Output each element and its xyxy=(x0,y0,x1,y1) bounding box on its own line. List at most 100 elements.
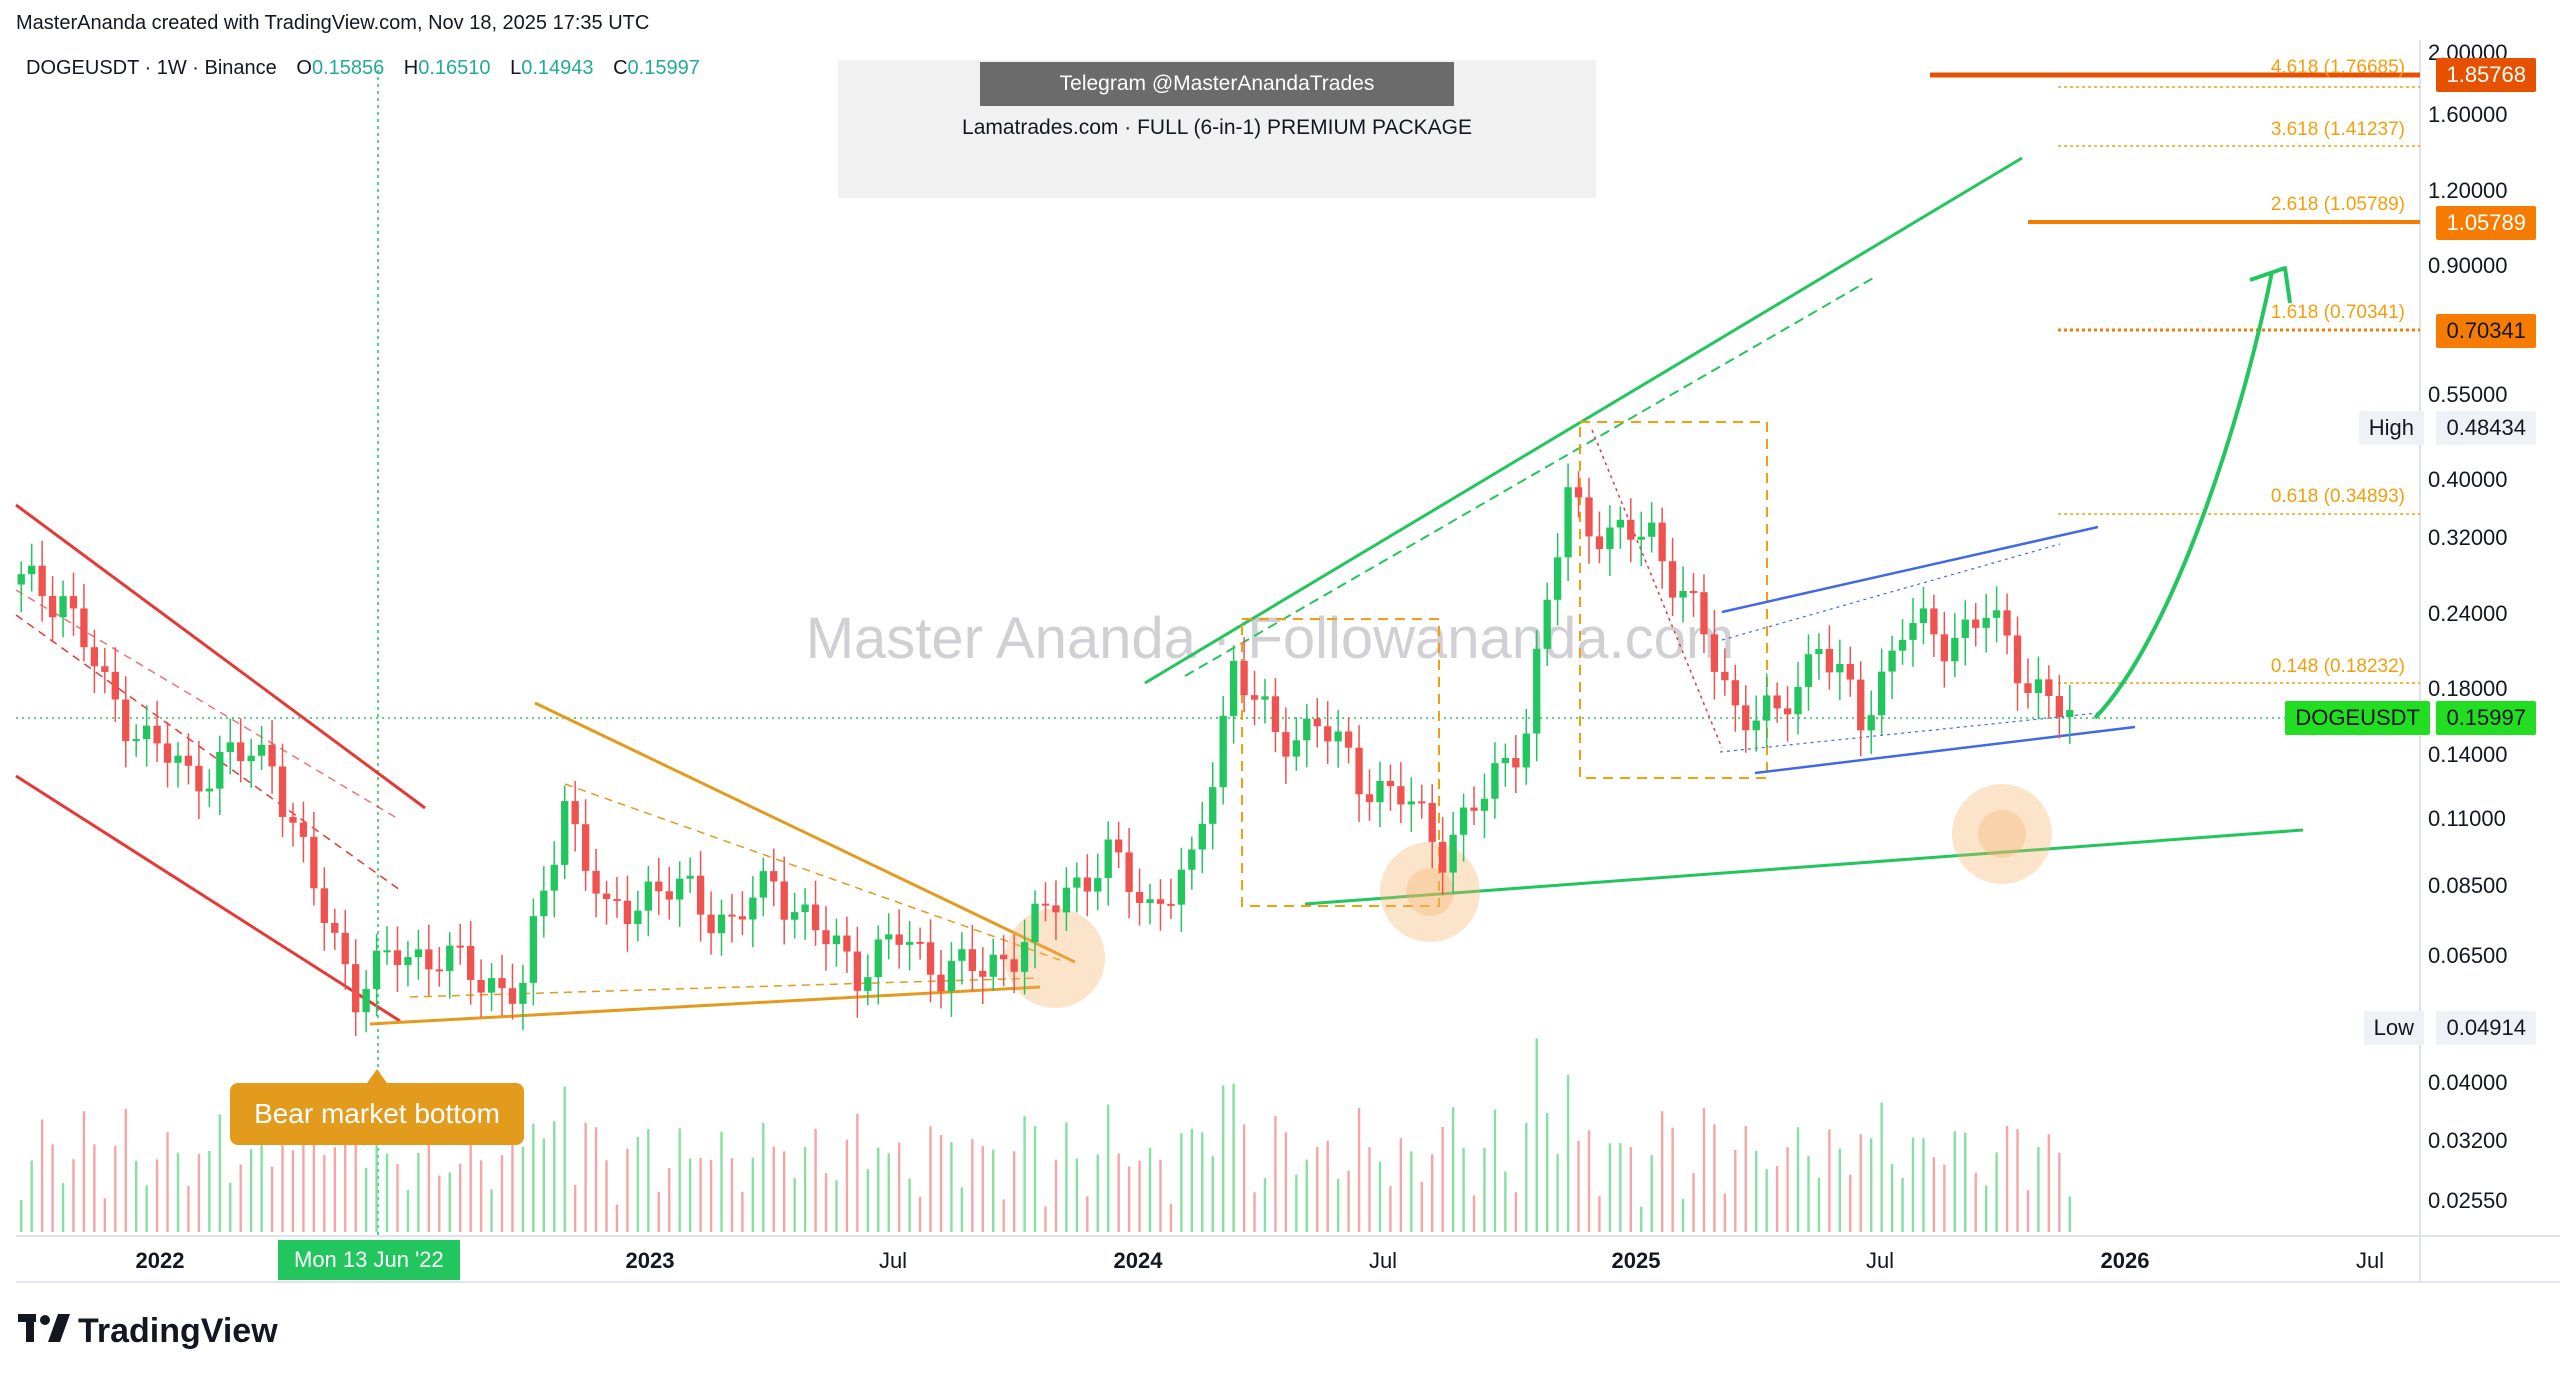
volume-bar xyxy=(1420,1181,1423,1232)
projection-arrow xyxy=(2093,266,2292,720)
volume-bar xyxy=(1765,1169,1768,1232)
volume-bar xyxy=(741,1191,744,1232)
tradingview-logo[interactable]: TradingView xyxy=(18,1312,278,1351)
volume-bar xyxy=(1431,1154,1434,1232)
candle-body xyxy=(989,954,997,977)
volume-bar xyxy=(1817,1177,1821,1232)
volume-bar xyxy=(344,1121,347,1232)
candle-body xyxy=(1324,726,1332,742)
volume-bar xyxy=(1807,1155,1810,1232)
candle-body xyxy=(1115,839,1123,853)
candle-body xyxy=(1459,807,1468,835)
volume-bar xyxy=(176,1152,180,1232)
candle-body xyxy=(142,725,151,740)
volume-bar xyxy=(1410,1151,1413,1232)
volume-bars xyxy=(20,1038,2071,1232)
candle-body xyxy=(1606,527,1614,550)
open-label: O xyxy=(296,57,312,79)
time-tick-jul: Jul xyxy=(879,1248,907,1273)
volume-bar xyxy=(459,1163,462,1232)
candle-body xyxy=(707,914,715,934)
candle-body xyxy=(1909,623,1917,640)
candle-body xyxy=(1177,869,1186,905)
volume-bar xyxy=(1326,1140,1329,1232)
time-tick-2022: 2022 xyxy=(136,1248,185,1273)
volume-bar xyxy=(114,1146,117,1232)
candle-body xyxy=(1564,487,1572,558)
candle-body xyxy=(864,977,872,991)
volume-bar xyxy=(375,1113,378,1232)
volume-bar xyxy=(1849,1174,1852,1232)
candle-body xyxy=(1501,757,1510,764)
volume-bar xyxy=(323,1154,326,1232)
candle-body xyxy=(979,970,987,977)
volume-bar xyxy=(2016,1129,2019,1232)
volume-bar xyxy=(1786,1147,1789,1232)
volume-bar xyxy=(699,1157,702,1232)
candle-body xyxy=(1543,599,1551,649)
candle-body xyxy=(571,801,579,825)
candle-body xyxy=(1250,695,1259,700)
candle-body xyxy=(1522,733,1530,768)
volume-bar xyxy=(960,1187,964,1232)
candle-body xyxy=(1825,649,1834,673)
volume-bar xyxy=(1096,1154,1099,1232)
candle-body xyxy=(1334,731,1342,742)
candle-body xyxy=(843,935,851,952)
candle-body xyxy=(905,941,914,945)
open-value: 0.15856 xyxy=(311,57,385,79)
candle-body xyxy=(1658,522,1666,562)
fib-extension-lines xyxy=(1930,72,2420,684)
volume-bar xyxy=(72,1159,75,1232)
promo-banner: Telegram @MasterAnandaTrades Lamatrades.… xyxy=(838,60,1596,198)
volume-bar xyxy=(1901,1177,1904,1232)
candle-body xyxy=(1000,954,1008,960)
volume-bar xyxy=(291,1150,295,1232)
volume-bar xyxy=(1838,1148,1842,1232)
candle-body xyxy=(278,766,287,817)
time-tick-2025: 2025 xyxy=(1612,1248,1661,1273)
volume-bar xyxy=(1566,1074,1570,1232)
fib-label-0618: 0.618 (0.34893) xyxy=(2271,486,2405,507)
fib-label-2618: 2.618 (1.05789) xyxy=(2271,194,2405,215)
candle-body xyxy=(111,671,119,700)
candle-body xyxy=(237,742,245,762)
volume-bar xyxy=(1619,1143,1622,1232)
candle-body xyxy=(1418,801,1426,804)
candle-body xyxy=(1804,654,1813,687)
candle-body xyxy=(832,935,841,945)
telegram-label[interactable]: Telegram @MasterAnandaTrades xyxy=(980,62,1454,106)
range-boxes xyxy=(1241,421,1768,907)
candle-body xyxy=(352,964,360,1013)
volume-bar xyxy=(103,1198,107,1232)
candle-body xyxy=(561,801,569,865)
volume-bar xyxy=(93,1144,96,1232)
candle-body xyxy=(2013,635,2022,684)
symbol-legend[interactable]: DOGEUSDT · 1W · Binance O0.15856 H0.1651… xyxy=(26,57,700,80)
fib-label-1618: 1.618 (0.70341) xyxy=(2271,302,2405,323)
volume-bar xyxy=(364,1167,368,1232)
trend-lines xyxy=(1144,156,2304,906)
bear-market-bottom-callout[interactable]: Bear market bottom xyxy=(230,1069,524,1145)
candle-body xyxy=(634,910,642,925)
candle-body xyxy=(1815,649,1823,655)
volume-bar xyxy=(668,1167,671,1232)
volume-bar xyxy=(2068,1196,2071,1232)
candle-body xyxy=(665,891,673,900)
candle-body xyxy=(676,878,684,900)
volume-bar xyxy=(1159,1160,1162,1232)
candle-body xyxy=(801,904,809,913)
volume-bar xyxy=(302,1140,305,1232)
price-tick: 0.32000 xyxy=(2428,525,2508,550)
price-tick: 0.40000 xyxy=(2428,467,2508,492)
time-tick-jul: Jul xyxy=(1866,1248,1894,1273)
candle-body xyxy=(1951,637,1959,662)
volume-bar xyxy=(1117,1153,1120,1232)
candle-body xyxy=(90,647,99,667)
high-value-box: 0.48434 xyxy=(2436,411,2536,445)
candle-body xyxy=(1125,852,1133,892)
candle-body xyxy=(1992,610,2001,618)
volume-bar xyxy=(678,1128,681,1232)
close-value: 0.15997 xyxy=(627,57,700,79)
